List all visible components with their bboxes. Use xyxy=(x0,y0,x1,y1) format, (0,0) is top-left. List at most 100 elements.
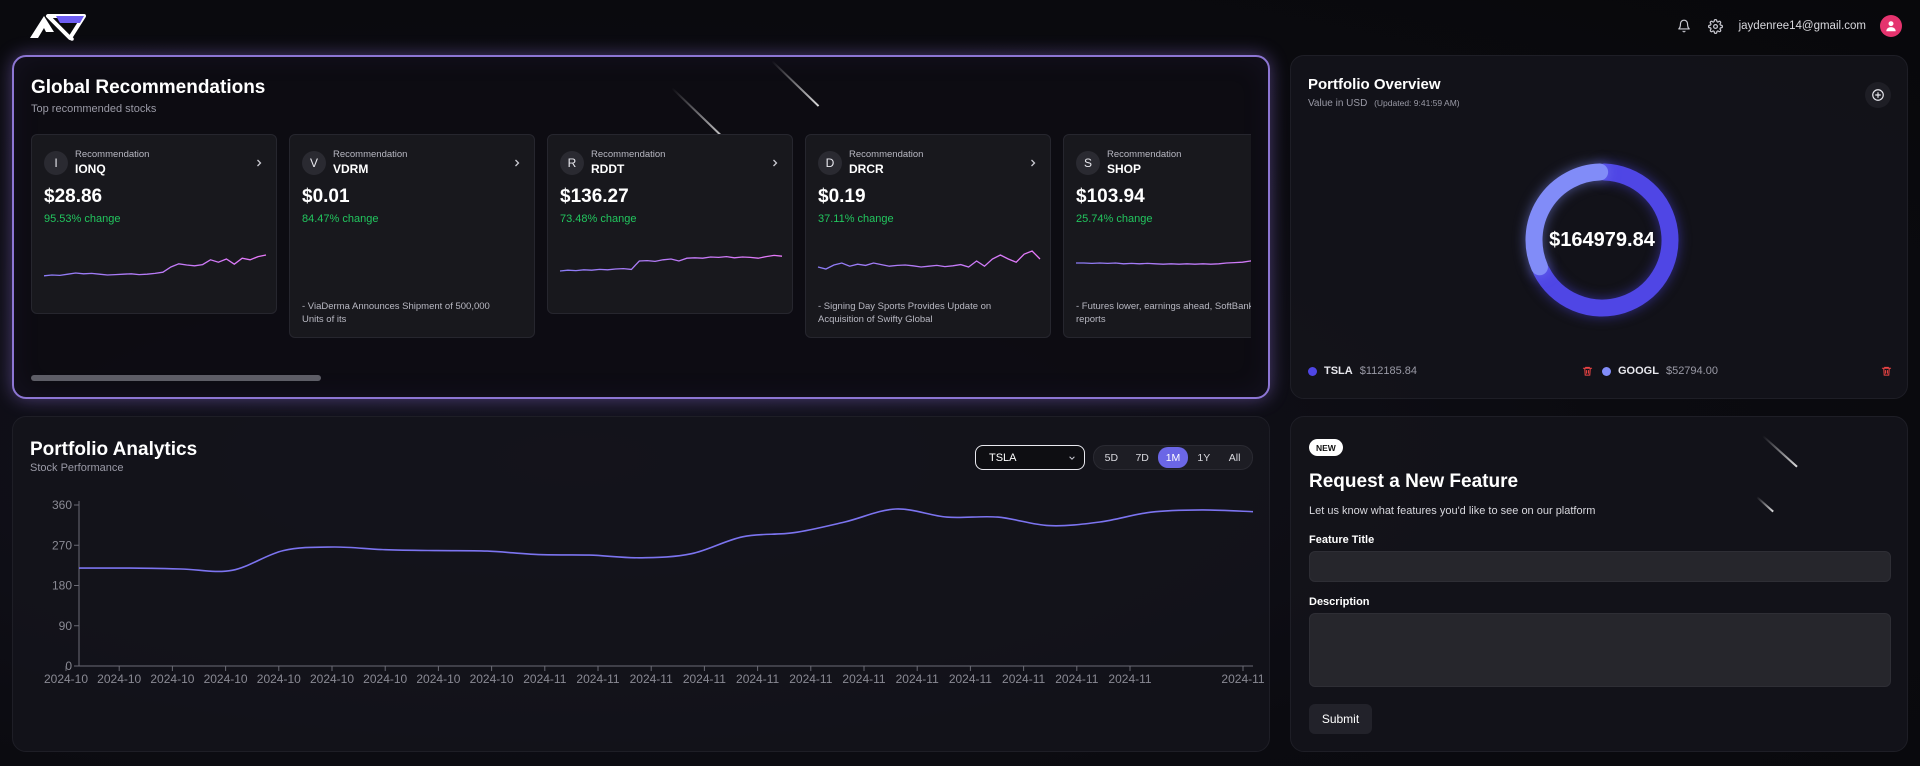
recommendation-label: Recommendation xyxy=(1107,149,1182,160)
portfolio-donut-chart: $164979.84 xyxy=(1522,160,1682,320)
recommendation-card[interactable]: R Recommendation RDDT $136.27 73.48% change xyxy=(547,134,793,314)
y-tick-label: 90 xyxy=(59,619,73,633)
recommendation-label: Recommendation xyxy=(75,149,150,160)
decorative-streak xyxy=(1762,435,1798,468)
x-tick-label: 2024-10 xyxy=(310,672,354,686)
legend-item-googl: GOOGL $52794.00 xyxy=(1602,363,1718,379)
add-holding-button[interactable] xyxy=(1865,82,1891,108)
trash-icon xyxy=(1582,366,1592,376)
stock-price: $136.27 xyxy=(560,186,629,207)
portfolio-overview-panel: Portfolio Overview Value in USD (Updated… xyxy=(1290,55,1908,399)
legend-item-tsla: TSLA $112185.84 xyxy=(1308,363,1417,379)
top-right-actions: jaydenree14@gmail.com xyxy=(1675,13,1902,39)
range-button-all[interactable]: All xyxy=(1228,451,1241,464)
recommendation-label: Recommendation xyxy=(333,149,408,160)
x-tick-label: 2024-10 xyxy=(257,672,301,686)
legend-value-googl: $52794.00 xyxy=(1665,365,1718,377)
horizontal-scrollbar xyxy=(31,375,1251,381)
news-headline[interactable]: - ViaDerma Announces Shipment of 500,000… xyxy=(302,301,490,325)
tsla-series-line xyxy=(78,508,1254,573)
stock-select-value: TSLA xyxy=(989,451,1017,464)
percent-change: 37.11% change xyxy=(818,213,894,225)
news-headline[interactable]: - Futures lower, earnings ahead, SoftBan… xyxy=(1076,301,1251,325)
delete-googl-button[interactable] xyxy=(1879,363,1893,379)
sparkline-path xyxy=(1076,260,1251,265)
news-headline[interactable]: - Signing Day Sports Provides Update on … xyxy=(818,301,992,325)
recommendations-title: Global Recommendations xyxy=(31,77,266,98)
stock-price: $0.19 xyxy=(818,186,866,207)
ticker-symbol: SHOP xyxy=(1107,162,1142,176)
legend-name-tsla: TSLA xyxy=(1324,365,1353,377)
x-tick-label: 2024-11 xyxy=(949,672,992,686)
sparkline-path xyxy=(43,254,267,277)
range-button-1y[interactable]: 1Y xyxy=(1197,451,1211,464)
plus-circle-icon xyxy=(1872,89,1884,101)
legend-dot-tsla xyxy=(1308,366,1317,376)
top-bar: jaydenree14@gmail.com xyxy=(0,0,1920,52)
sparkline-chart xyxy=(559,254,783,272)
x-tick-label: 2024-11 xyxy=(736,672,779,686)
legend-value-tsla: $112185.84 xyxy=(1359,365,1418,377)
chevron-down-icon xyxy=(1069,456,1075,460)
sparkline-chart xyxy=(43,254,267,277)
sparkline-path xyxy=(559,254,783,272)
x-tick-label: 2024-11 xyxy=(1221,672,1264,686)
overview-updated-time: (Updated: 9:41:59 AM) xyxy=(1374,98,1460,108)
x-tick-label: 2024-11 xyxy=(1002,672,1045,686)
chevron-right-icon[interactable] xyxy=(254,158,264,168)
legend-name-googl: GOOGL xyxy=(1618,365,1659,377)
percent-change: 25.74% change xyxy=(1076,213,1153,225)
stock-price: $103.94 xyxy=(1076,186,1145,207)
feature-subtitle: Let us know what features you'd like to … xyxy=(1309,505,1596,517)
donut-svg xyxy=(1525,163,1679,317)
ticker-initial-badge: R xyxy=(560,151,584,175)
x-tick-label: 2024-11 xyxy=(576,672,619,686)
x-tick-label: 2024-10 xyxy=(44,672,88,686)
scrollbar-thumb[interactable] xyxy=(31,375,321,381)
description-textarea[interactable] xyxy=(1309,613,1891,687)
chevron-right-icon[interactable] xyxy=(770,158,780,168)
submit-button[interactable]: Submit xyxy=(1309,704,1372,734)
x-tick-label: 2024-10 xyxy=(363,672,407,686)
chevron-right-icon[interactable] xyxy=(512,158,522,168)
recommendation-card[interactable]: S Recommendation SHOP $103.94 25.74% change -… xyxy=(1063,134,1251,338)
range-button-5d[interactable]: 5D xyxy=(1104,451,1119,464)
sparkline-chart xyxy=(817,250,1041,270)
recommendation-card[interactable]: D Recommendation DRCR $0.19 37.11% change - S… xyxy=(805,134,1051,338)
x-tick-label: 2024-11 xyxy=(1108,672,1151,686)
chevron-right-icon[interactable] xyxy=(1028,158,1038,168)
ticker-initial-badge: V xyxy=(302,151,326,175)
range-button-1m[interactable]: 1M xyxy=(1157,447,1189,468)
delete-tsla-button[interactable] xyxy=(1580,363,1594,379)
y-tick-label: 270 xyxy=(52,538,72,552)
description-label: Description xyxy=(1309,596,1370,608)
feature-title-input[interactable] xyxy=(1309,551,1891,582)
recommendation-cards-scroller[interactable]: I Recommendation IONQ $28.86 95.53% change V R… xyxy=(31,134,1251,344)
x-tick-label: 2024-10 xyxy=(470,672,514,686)
sparkline-chart xyxy=(1076,260,1251,265)
overview-value-unit: Value in USD xyxy=(1308,98,1368,109)
x-tick-label: 2024-10 xyxy=(97,672,141,686)
user-email[interactable]: jaydenree14@gmail.com xyxy=(1738,20,1866,32)
global-recommendations-panel: Global Recommendations Top recommended s… xyxy=(12,55,1270,399)
trash-icon xyxy=(1881,366,1891,376)
range-button-7d[interactable]: 7D xyxy=(1135,451,1149,464)
donut-slice-tsla[interactable] xyxy=(1533,163,1679,317)
user-avatar-icon[interactable] xyxy=(1880,15,1902,37)
recommendation-card[interactable]: V Recommendation VDRM $0.01 84.47% change - V… xyxy=(289,134,535,338)
feature-title-label: Feature Title xyxy=(1309,534,1375,546)
gear-icon[interactable] xyxy=(1707,17,1725,35)
recommendation-label: Recommendation xyxy=(591,149,666,160)
app-logo[interactable] xyxy=(26,10,86,42)
donut-slice-googl[interactable] xyxy=(1525,163,1609,276)
x-tick-label: 2024-11 xyxy=(1055,672,1098,686)
y-tick-label: 360 xyxy=(52,498,72,512)
ticker-symbol: DRCR xyxy=(849,162,884,176)
bell-icon[interactable] xyxy=(1675,17,1693,35)
recommendation-card[interactable]: I Recommendation IONQ $28.86 95.53% change xyxy=(31,134,277,314)
x-tick-label: 2024-10 xyxy=(150,672,194,686)
portfolio-analytics-panel: Portfolio Analytics Stock Performance 0 9… xyxy=(12,416,1270,752)
request-feature-panel: NEW Request a New Feature Let us know wh… xyxy=(1290,416,1908,752)
stock-select[interactable]: TSLA xyxy=(975,445,1085,470)
percent-change: 84.47% change xyxy=(302,213,379,225)
